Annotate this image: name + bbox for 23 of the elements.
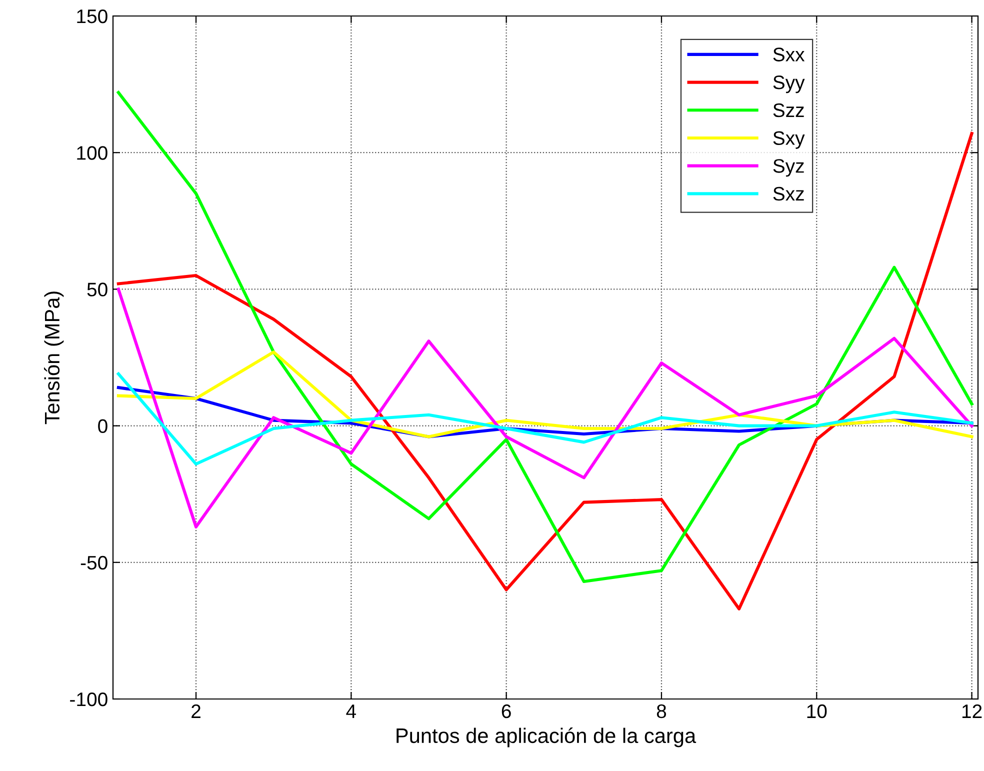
y-tick-label: 100 bbox=[77, 146, 108, 160]
x-tick-label: 6 bbox=[502, 704, 511, 718]
legend-label: Szz bbox=[773, 103, 804, 118]
x-tick-label: 12 bbox=[962, 704, 982, 718]
x-tick-label: 4 bbox=[346, 704, 356, 718]
line-series bbox=[116, 288, 974, 528]
x-tick-label: 10 bbox=[807, 704, 827, 718]
y-tick-label: 50 bbox=[87, 282, 108, 296]
line-series bbox=[116, 350, 974, 438]
x-tick-label: 8 bbox=[656, 704, 666, 718]
legend-label: Syy bbox=[773, 76, 805, 94]
x-axis-title: Puntos de aplicación de la carga bbox=[396, 728, 696, 748]
y-tick-label: -100 bbox=[70, 692, 108, 706]
y-axis-title: Tensión (MPa) bbox=[44, 292, 64, 424]
y-tick-label: 150 bbox=[77, 9, 108, 24]
x-tick-label: 2 bbox=[192, 704, 200, 718]
legend-label: Sxz bbox=[773, 186, 804, 201]
y-tick-label: 0 bbox=[98, 419, 108, 434]
legend-label: Sxx bbox=[773, 48, 805, 62]
line-series bbox=[116, 372, 974, 466]
legend-label: Sxy bbox=[773, 131, 805, 149]
y-tick-label: -50 bbox=[80, 556, 108, 570]
legend-label: Syz bbox=[773, 159, 804, 177]
